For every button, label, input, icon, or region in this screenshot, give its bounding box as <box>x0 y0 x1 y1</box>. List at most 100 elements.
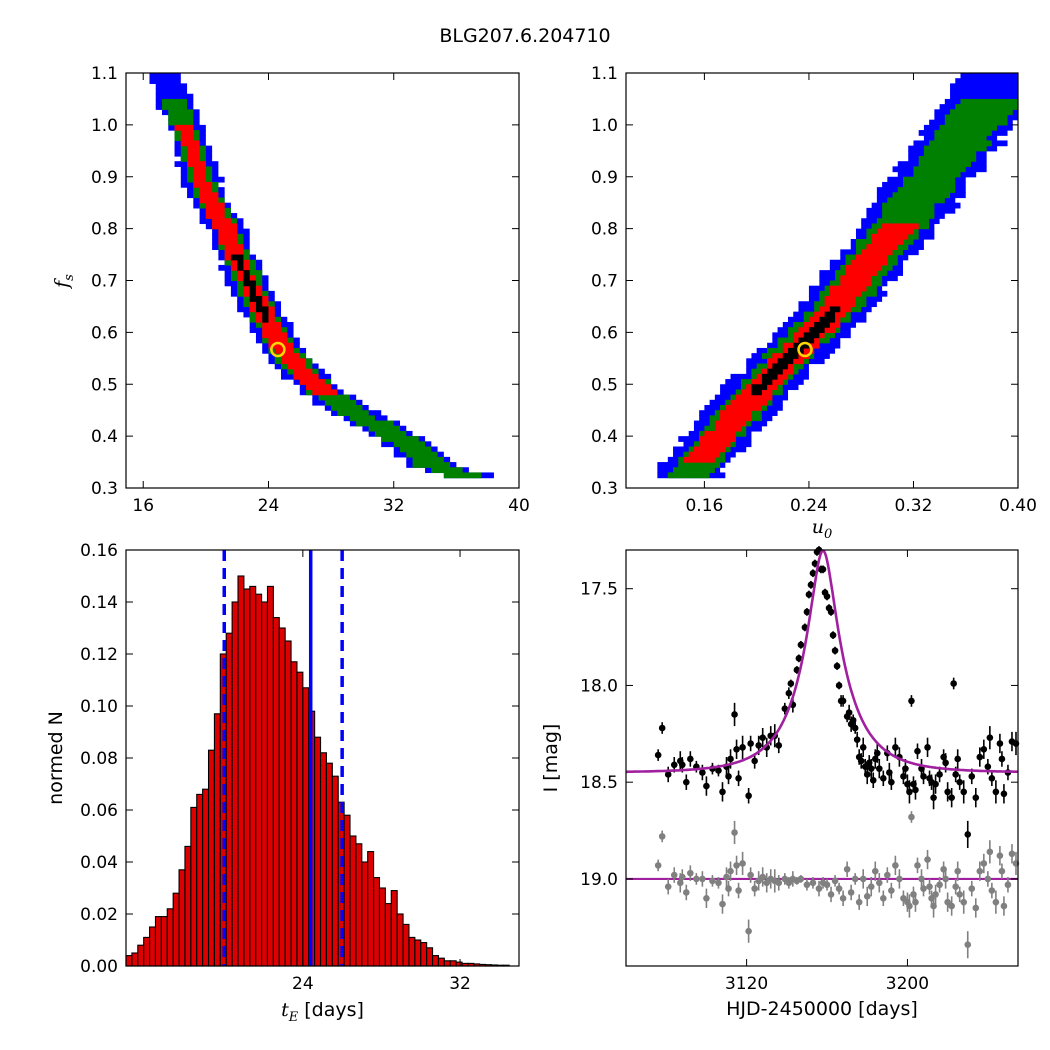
heatmap-cell-red <box>212 218 231 225</box>
data-point <box>996 852 1004 860</box>
histogram-bar <box>396 913 404 967</box>
data-point <box>658 833 666 840</box>
x-tick-label: 3120 <box>725 974 768 994</box>
data-point <box>960 898 968 906</box>
data-point <box>988 887 996 894</box>
histogram-bar <box>237 575 245 967</box>
y-tick-label: 19.0 <box>580 870 618 890</box>
heatmap-cell-blue <box>149 73 181 79</box>
data-point <box>952 883 959 890</box>
data-point <box>819 566 827 573</box>
heatmap-cell-green <box>918 161 971 167</box>
figure-title: BLG207.6.204710 <box>439 25 610 47</box>
panel-fs-vs-u0: 0.16 0.24 0.32 0.40 0.3 0.4 0.5 0.6 0.7 0.8 0.9 1.0… <box>591 64 1037 542</box>
histogram-bar <box>437 957 445 967</box>
heatmap-cell-green <box>923 145 987 152</box>
histogram-bar <box>290 661 298 967</box>
histogram-bar <box>302 687 310 967</box>
heatmap-cell-red <box>187 145 200 152</box>
data-point <box>735 775 742 782</box>
heatmap-cell-green <box>944 114 1008 121</box>
data-point <box>920 885 927 892</box>
data-point <box>984 875 992 883</box>
heatmap-cell-green <box>324 399 357 406</box>
heatmap-cell-green <box>913 166 966 173</box>
histogram-bar <box>196 793 204 967</box>
x-axis-label-subscript: E <box>288 1010 299 1025</box>
heatmap-cell-red <box>850 259 888 266</box>
data-point <box>992 788 1000 796</box>
y-tick-label: 0.4 <box>591 427 618 447</box>
heatmap-cell-black <box>262 316 269 323</box>
heatmap-cell-green <box>950 109 1013 116</box>
data-point <box>869 776 877 784</box>
y-tick-label: 1.0 <box>91 116 118 136</box>
y-tick-label: 1.0 <box>591 116 618 136</box>
data-point <box>859 744 867 751</box>
data-point <box>739 744 746 751</box>
histogram-bar <box>349 835 357 967</box>
heatmap-cell-red <box>262 322 282 328</box>
heatmap-cell-green <box>168 114 194 121</box>
heatmap-cell-green <box>356 420 394 427</box>
heatmap-cell-red <box>866 244 898 250</box>
heatmap-cell-red <box>205 207 225 214</box>
data-point <box>843 865 851 873</box>
data-point <box>956 778 964 786</box>
x-axis-label-units: [days] <box>298 999 364 1021</box>
histogram-bar <box>255 593 263 967</box>
heatmap-cell-red <box>688 451 721 458</box>
data-point <box>670 871 678 879</box>
heatmap-cell-red <box>871 239 904 245</box>
heatmap-cell-red <box>180 130 194 136</box>
y-tick-label: 0.3 <box>591 479 618 499</box>
heatmap-cell-black <box>249 285 256 292</box>
heatmap-cell-green <box>431 467 463 474</box>
heatmap-cell-red <box>187 161 206 167</box>
data-point <box>880 775 887 782</box>
heatmap-cell-black <box>237 259 244 266</box>
data-point <box>954 755 961 763</box>
data-point <box>723 873 730 881</box>
histogram-bar <box>449 960 457 967</box>
y-tick-label: 0.8 <box>591 220 618 240</box>
heatmap-cell-red <box>845 264 883 271</box>
x-axis-label: tE [days] <box>281 999 364 1025</box>
y-tick-label: 0.16 <box>80 541 118 561</box>
data-point <box>775 879 783 887</box>
y-tick-label: 0.02 <box>80 905 118 925</box>
y-tick-label: 18.5 <box>580 773 618 793</box>
data-point <box>831 877 839 885</box>
data-point <box>678 873 686 881</box>
histogram-bar <box>414 939 422 967</box>
heatmap-cell-blue <box>155 93 194 100</box>
heatmap-cell-blue <box>155 83 188 90</box>
data-point <box>703 782 710 790</box>
data-point <box>908 697 915 705</box>
heatmap-cell-red <box>218 239 238 245</box>
y-tick-label: 0.8 <box>91 220 118 240</box>
heatmap-cell-red <box>840 280 872 287</box>
heatmap-cell-green <box>929 140 992 147</box>
heatmap-cell-black <box>788 347 804 354</box>
y-axis-label-subscript: s <box>62 274 77 281</box>
data-point <box>972 904 980 912</box>
data-point <box>986 734 994 741</box>
heatmap-cell-red <box>193 171 206 178</box>
heatmap-cell-red <box>683 456 715 463</box>
data-point <box>719 900 726 908</box>
heatmap-cell-red <box>876 228 914 235</box>
heatmap-cell-black <box>249 290 256 297</box>
x-axis-label: u0 <box>812 516 833 542</box>
data-point <box>859 875 867 883</box>
data-point <box>942 875 949 883</box>
data-point <box>797 641 805 649</box>
heatmap-cell-black <box>255 306 269 313</box>
histogram-bar <box>261 601 269 967</box>
heatmap-cell-red <box>199 197 219 204</box>
x-tick-label: 0.16 <box>685 496 723 516</box>
heatmap-cell-red <box>730 399 768 406</box>
data-point <box>944 788 951 796</box>
y-tick-label: 18.0 <box>580 676 618 696</box>
data-point <box>914 747 921 755</box>
